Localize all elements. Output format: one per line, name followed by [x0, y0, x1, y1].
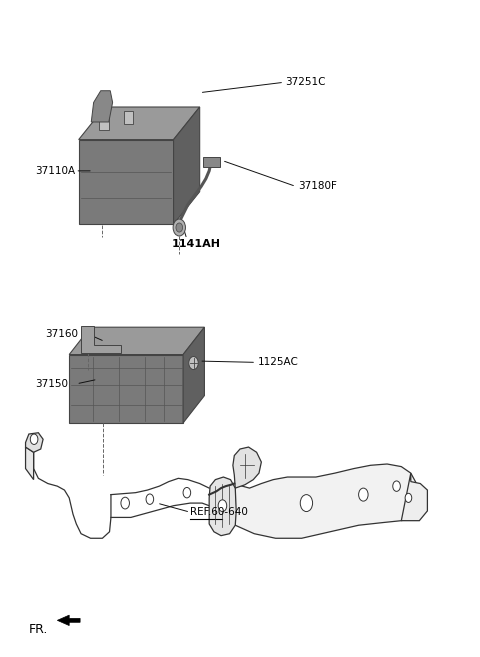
Text: 1141AH: 1141AH: [171, 238, 220, 249]
Circle shape: [121, 497, 130, 509]
Text: 37160: 37160: [46, 328, 78, 339]
Circle shape: [189, 357, 198, 369]
Circle shape: [218, 500, 227, 512]
Circle shape: [173, 219, 185, 236]
Polygon shape: [401, 473, 427, 521]
Text: 1125AC: 1125AC: [258, 357, 299, 367]
Polygon shape: [79, 107, 200, 139]
Circle shape: [405, 493, 412, 503]
Polygon shape: [57, 615, 80, 625]
Polygon shape: [25, 433, 43, 452]
Circle shape: [146, 494, 154, 505]
Circle shape: [30, 434, 38, 444]
Text: 37150: 37150: [35, 379, 68, 389]
Polygon shape: [235, 464, 420, 538]
Circle shape: [176, 223, 182, 232]
Polygon shape: [69, 355, 183, 423]
Polygon shape: [91, 91, 113, 122]
Text: REF.60-640: REF.60-640: [190, 507, 248, 517]
Polygon shape: [203, 156, 220, 167]
Polygon shape: [174, 107, 200, 224]
Text: FR.: FR.: [29, 623, 48, 636]
Text: 37110A: 37110A: [35, 166, 75, 176]
Polygon shape: [69, 327, 204, 355]
Polygon shape: [25, 447, 34, 480]
Text: 37251C: 37251C: [285, 78, 325, 87]
Polygon shape: [99, 117, 109, 130]
Circle shape: [359, 488, 368, 501]
Polygon shape: [209, 477, 236, 535]
Circle shape: [393, 481, 400, 491]
Circle shape: [183, 487, 191, 498]
Text: 37180F: 37180F: [298, 181, 337, 191]
Circle shape: [300, 495, 312, 512]
Polygon shape: [233, 447, 261, 488]
Polygon shape: [81, 326, 121, 353]
Polygon shape: [79, 139, 174, 224]
Polygon shape: [183, 327, 204, 423]
Polygon shape: [124, 110, 133, 124]
